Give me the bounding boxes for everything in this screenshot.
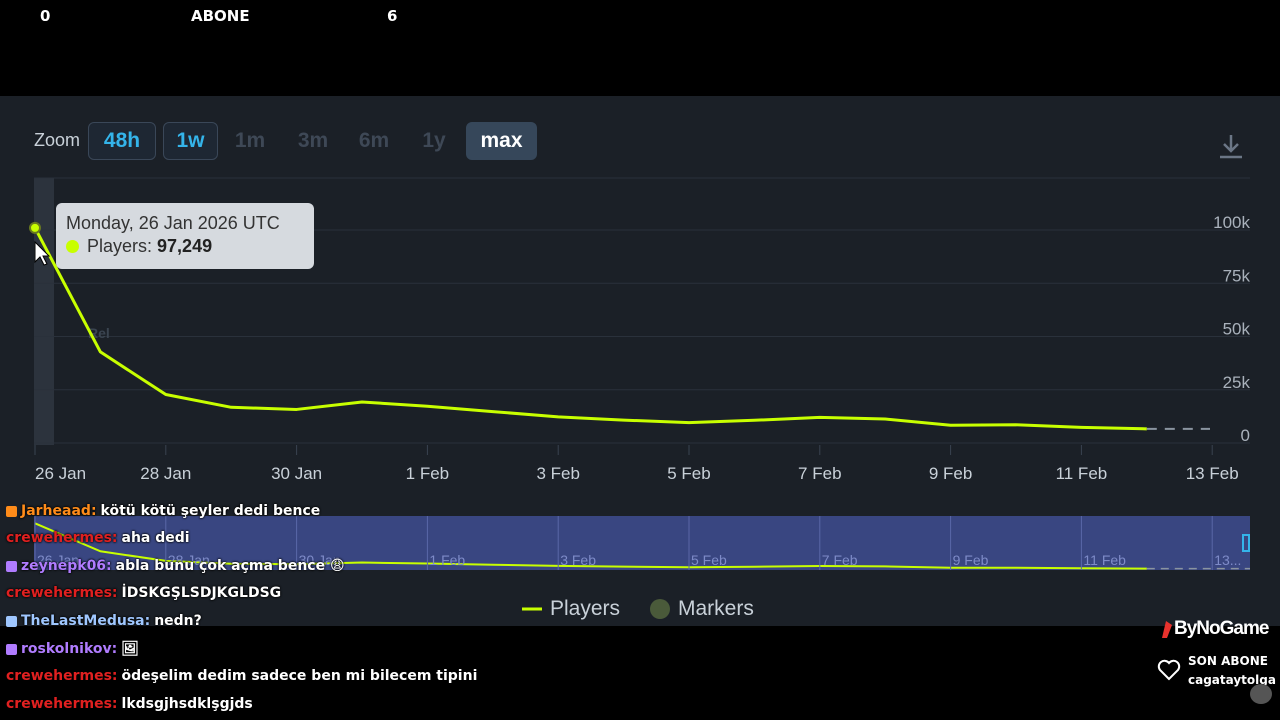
x-tick-label: 7 Feb <box>798 464 841 483</box>
data-point <box>29 221 41 234</box>
chat-message: crewehermes: lkdsgjhsdklşgjds <box>6 696 253 712</box>
legend-label-players: Players <box>550 597 621 620</box>
x-tick-label: 1 Feb <box>406 464 449 483</box>
overlay-right-count: 6 <box>387 7 398 25</box>
zoom-label: Zoom <box>34 130 81 150</box>
heart-icon <box>1157 659 1181 681</box>
chat-badge-icon <box>6 643 17 655</box>
zoom-button-1y[interactable]: 1y <box>422 129 446 152</box>
zoom-button-1m[interactable]: 1m <box>234 129 266 152</box>
series-dot-icon <box>66 240 79 253</box>
legend-item-markers[interactable]: Markers <box>650 597 754 621</box>
zoom-button-1w[interactable]: 1w <box>163 122 218 160</box>
brand-flame-icon <box>1162 621 1172 638</box>
x-tick-label: 3 Feb <box>536 464 579 483</box>
chat-text: ödeşelim dedim sadece ben mi bilecem tip… <box>121 668 478 684</box>
chat-message: crewehermes: ödeşelim dedim sadece ben mi… <box>6 668 477 684</box>
navigator-label: 5 Feb <box>691 552 727 568</box>
chat-username[interactable]: crewehermes: <box>6 668 118 684</box>
x-tick-label: 28 Jan <box>140 464 191 483</box>
tooltip-value: 97,249 <box>157 236 213 256</box>
zoom-button-3m[interactable]: 3m <box>297 129 329 152</box>
chart-tooltip: Monday, 26 Jan 2026 UTC Players: 97,249 <box>56 203 314 269</box>
chat-text: nedn? <box>154 613 202 629</box>
x-tick-label: 30 Jan <box>271 464 322 483</box>
download-icon[interactable] <box>1216 132 1246 162</box>
zoom-button-48h[interactable]: 48h <box>88 122 156 160</box>
chat-badge-icon <box>6 560 17 572</box>
chat-message: TheLastMedusa: nedn? <box>6 613 202 629</box>
x-tick-label: 5 Feb <box>667 464 710 483</box>
last-sub-title: SON ABONE <box>1188 654 1268 668</box>
chat-text: 🖼 <box>121 641 140 657</box>
navigator-selection <box>34 516 1250 570</box>
brand-name: ByNoGame <box>1174 618 1269 639</box>
navigator-series-line <box>34 522 1147 570</box>
navigator-label: 26 Jan <box>37 552 79 568</box>
navigator-label: 7 Feb <box>822 552 858 568</box>
navigator-label: 1 Feb <box>429 552 465 568</box>
legend-label-markers: Markers <box>678 597 754 620</box>
y-tick-label: 50k <box>1223 320 1251 339</box>
x-tick-label: 13 Feb <box>1186 464 1239 483</box>
chat-text: aha dedi <box>121 530 190 546</box>
navigator-label: 28 Jan <box>168 552 210 568</box>
y-tick-label: 25k <box>1223 373 1251 392</box>
line-legend-icon <box>522 607 542 611</box>
chat-badge-icon <box>6 505 17 517</box>
chat-text: İDSKGŞLSDJKGLDSG <box>121 585 282 601</box>
chat-message: zeynepk06: abla bunu çok açma bence 😩 <box>6 558 345 574</box>
navigator-label: 30 Jan <box>299 552 341 568</box>
mouse-cursor-icon <box>34 240 51 266</box>
stream-overlay-topbar: 0 ABONE 6 <box>0 0 1280 96</box>
chat-message: roskolnikov: 🖼 <box>6 641 139 657</box>
x-tick-label: 26 Jan <box>35 464 86 483</box>
brand-logo: ByNoGame <box>1158 618 1269 640</box>
marker-legend-icon <box>650 599 670 619</box>
chat-username[interactable]: roskolnikov: <box>21 641 118 657</box>
chat-text: lkdsgjhsdklşgjds <box>121 696 253 712</box>
chat-text: abla bunu çok açma bence 😩 <box>115 558 345 574</box>
legend-item-players[interactable]: Players <box>520 597 620 621</box>
navigator-handle <box>1242 534 1250 552</box>
chat-username[interactable]: crewehermes: <box>6 585 118 601</box>
overlay-sub-label: ABONE <box>191 7 250 25</box>
navigator-label: 3 Feb <box>560 552 596 568</box>
chat-badge-icon <box>6 615 17 627</box>
zoom-button-max[interactable]: max <box>466 122 537 160</box>
chat-username[interactable]: TheLastMedusa: <box>21 613 151 629</box>
x-tick-label: 9 Feb <box>929 464 972 483</box>
chat-username[interactable]: crewehermes: <box>6 696 118 712</box>
tooltip-series-label: Players: <box>87 236 153 256</box>
chat-message: crewehermes: aha dedi <box>6 530 190 546</box>
chat-username[interactable]: Jarheaad: <box>21 503 97 519</box>
overlay-left-count: 0 <box>40 7 51 25</box>
zoom-button-6m[interactable]: 6m <box>358 129 390 152</box>
players-series-line <box>33 227 1147 431</box>
chat-text: kötü kötü şeyler dedi bence <box>100 503 321 519</box>
avatar <box>1250 684 1272 704</box>
chat-username[interactable]: zeynepk06: <box>21 558 112 574</box>
y-tick-label: 75k <box>1223 266 1251 285</box>
chat-username[interactable]: crewehermes: <box>6 530 118 546</box>
tooltip-row: Players: 97,249 <box>66 236 304 257</box>
y-tick-label: 100k <box>1213 213 1250 232</box>
x-tick-label: 11 Feb <box>1056 464 1108 483</box>
hover-band <box>34 178 54 445</box>
chat-message: crewehermes: İDSKGŞLSDJKGLDSG <box>6 585 281 601</box>
navigator-label: 13... <box>1214 552 1241 568</box>
navigator-label: 11 Feb <box>1083 552 1126 568</box>
tooltip-date: Monday, 26 Jan 2026 UTC <box>66 213 280 233</box>
y-tick-label: 0 <box>1241 426 1250 445</box>
chat-message: Jarheaad: kötü kötü şeyler dedi bence <box>6 503 320 519</box>
navigator-label: 9 Feb <box>953 552 989 568</box>
last-sub-name: cagataytolga <box>1188 673 1276 687</box>
